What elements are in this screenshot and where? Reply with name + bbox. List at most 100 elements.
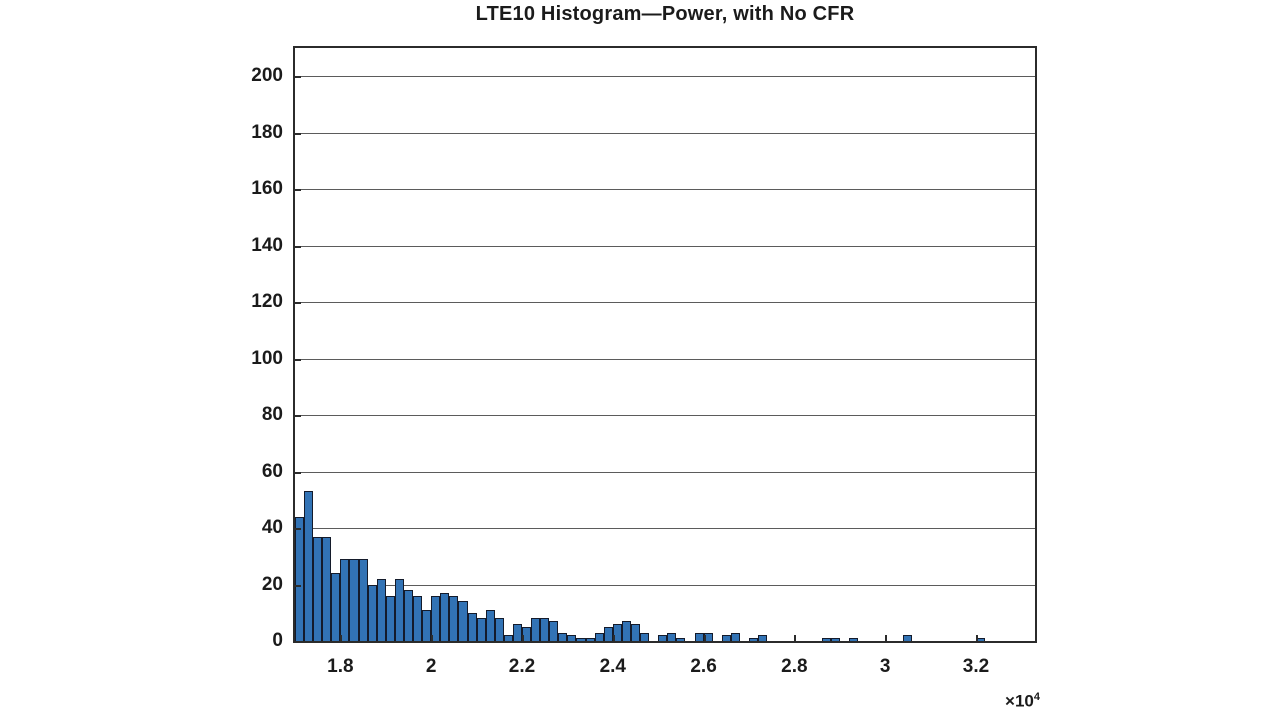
y-tick-label: 40 [261,517,283,539]
histogram-bar [576,638,586,641]
y-tick-mark [295,358,301,361]
histogram-bar [476,618,486,641]
histogram-bar [422,609,432,641]
histogram-bar [449,595,459,641]
histogram-bar [403,590,414,641]
histogram-bar [730,632,740,641]
y-tick-mark [295,132,301,135]
y-tick-label: 60 [261,460,283,482]
x-tick-label: 3.2 [962,656,990,677]
histogram-bar [413,595,423,641]
histogram-bar [431,595,441,641]
gridline [295,189,1035,191]
y-tick-label: 160 [251,178,283,200]
histogram-bar [594,632,604,641]
histogram-bar [367,584,377,641]
y-tick-label: 180 [251,121,283,143]
y-tick-mark [295,189,301,192]
histogram-bar [304,491,314,641]
gridline [295,528,1035,530]
x-tick-mark [975,635,978,641]
histogram-bar [458,601,468,641]
histogram-bar [848,638,858,641]
y-tick-label: 80 [261,404,283,426]
histogram-bar [821,638,831,641]
histogram-bar [612,624,622,641]
x-tick-mark [612,635,615,641]
histogram-bar [585,638,595,641]
histogram-bar [621,621,631,641]
y-tick-label: 20 [261,573,283,595]
y-tick-label: 100 [251,347,283,369]
histogram-bar [540,618,550,641]
histogram-bar [512,624,522,641]
y-tick-label: 140 [251,234,283,256]
y-tick-mark [295,302,301,305]
gridline-layer [295,48,1035,641]
y-tick-label: 200 [251,65,283,87]
histogram-bar [503,635,513,641]
gridline [295,584,1035,586]
histogram-bar [694,632,704,641]
plot-area [293,46,1037,643]
histogram-bar [549,621,559,641]
histogram-bar [322,536,332,641]
gridline [295,302,1035,304]
x-tick-label: 2.4 [599,656,626,677]
y-tick-label: 120 [251,291,283,313]
histogram-bar [630,624,641,641]
gridline [295,471,1035,473]
histogram-bar [467,612,477,641]
histogram-bar [758,635,768,641]
bars-layer [295,48,1035,641]
gridline [295,76,1035,78]
y-tick-mark [295,245,301,248]
histogram-bar [567,635,577,641]
x-tick-label: 3 [879,656,891,677]
y-tick-mark [295,76,301,79]
histogram-bar [295,516,305,641]
x-tick-mark [521,635,524,641]
x-tick-label: 2 [425,656,437,677]
histogram-bar [340,559,350,641]
histogram-bar [313,536,323,641]
y-tick-mark [295,415,301,418]
histogram-bar [358,559,368,641]
histogram-bar [385,595,395,641]
histogram-bar [494,618,504,641]
histogram-bar [331,573,341,641]
tickmark-layer [295,48,1035,641]
histogram-bar [531,618,541,641]
histogram-bar [667,632,677,641]
histogram-bar [903,635,913,641]
histogram-bar [394,578,404,641]
multiplier-exponent: 4 [1033,691,1040,703]
histogram-bar [830,638,840,641]
histogram-bar [640,632,650,641]
histogram-bar [485,609,495,641]
x-axis-multiplier: ×104 [940,691,1040,712]
x-tick-mark [703,635,706,641]
x-tick-mark [340,635,343,641]
histogram-bar [721,635,731,641]
gridline [295,358,1035,360]
y-tick-label: 0 [272,630,283,651]
histogram-bar [558,632,568,641]
x-tick-mark [431,635,434,641]
x-tick-label: 2.2 [508,656,536,677]
histogram-bar [521,626,532,641]
histogram-bar [349,559,359,641]
histogram-bar [658,635,668,641]
x-tick-mark [794,635,797,641]
x-tick-label: 1.8 [327,656,354,677]
y-tick-mark [295,584,301,587]
histogram-bar [603,626,613,641]
gridline [295,415,1035,417]
chart-title: LTE10 Histogram—Power, with No CFR [475,3,855,25]
x-tick-label: 2.6 [690,656,717,677]
y-tick-mark [295,528,301,531]
histogram-bar [676,638,686,641]
multiplier-base: ×10 [1005,691,1034,711]
histogram-bar [440,592,450,641]
